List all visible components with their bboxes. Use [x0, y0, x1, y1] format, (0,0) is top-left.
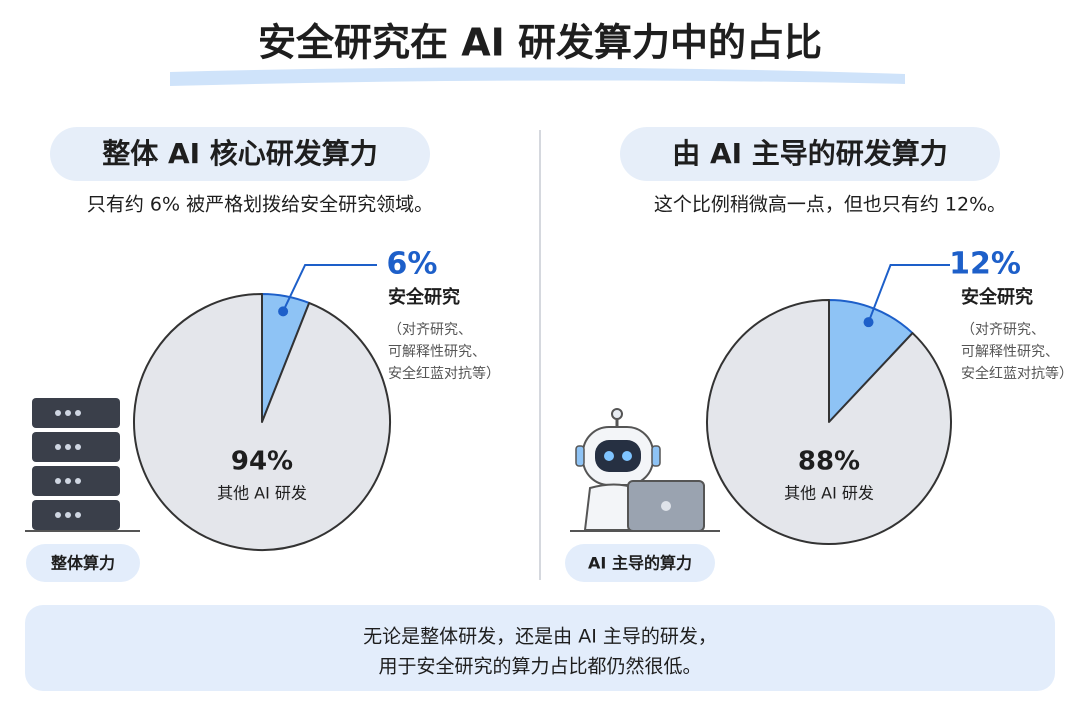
section-title-pill: [50, 127, 430, 181]
footer-line: 无论是整体研发，还是由 AI 主导的研发，: [363, 626, 717, 648]
section-title: 整体 AI 核心研发算力: [102, 137, 378, 170]
badge-label: AI 主导的算力: [588, 554, 692, 573]
slice-category-label: 其他 AI 研发: [784, 484, 874, 503]
section-subtitle: 这个比例稍微高一点，但也只有约 12%。: [654, 194, 1006, 216]
slice-annotation: 安全红蓝对抗等）: [961, 365, 1073, 382]
leader-line: [282, 264, 377, 312]
section-subtitle: 只有约 6% 被严格划拨给安全研究领域。: [87, 194, 433, 216]
footer-box: [25, 605, 1055, 691]
title-underline: [170, 67, 905, 86]
leader-dot: [863, 317, 874, 328]
slice-annotation: （对齐研究、: [388, 322, 472, 338]
slice-annotation: （对齐研究、: [961, 322, 1045, 338]
slice-annotation: 可解释性研究、: [388, 344, 486, 360]
slice-category-label: 其他 AI 研发: [217, 484, 307, 503]
slice-value-label: 94%: [231, 447, 293, 477]
slice-value-label: 88%: [798, 447, 860, 477]
badge-pill: [565, 544, 715, 582]
slice-annotation: 可解释性研究、: [961, 344, 1059, 360]
robot-icon: [570, 408, 720, 532]
leader-dot: [278, 306, 289, 317]
badge-pill: [26, 544, 140, 582]
slice-category-label: 安全研究: [961, 286, 1033, 308]
leader-line: [867, 264, 950, 323]
slice-value-label: 6%: [387, 247, 438, 282]
pie-slice: [133, 293, 391, 551]
page-title: 安全研究在 AI 研发算力中的占比: [258, 21, 822, 65]
slice-value-label: 12%: [949, 247, 1021, 282]
badge-label: 整体算力: [50, 554, 115, 573]
section-title-pill: [620, 127, 1000, 181]
slice-category-label: 安全研究: [388, 286, 460, 308]
footer-line: 用于安全研究的算力占比都仍然很低。: [378, 656, 701, 678]
slice-annotation: 安全红蓝对抗等）: [388, 365, 500, 382]
server-icon: [25, 398, 140, 532]
pie-slice: [706, 299, 952, 545]
section-title: 由 AI 主导的研发算力: [672, 137, 948, 170]
